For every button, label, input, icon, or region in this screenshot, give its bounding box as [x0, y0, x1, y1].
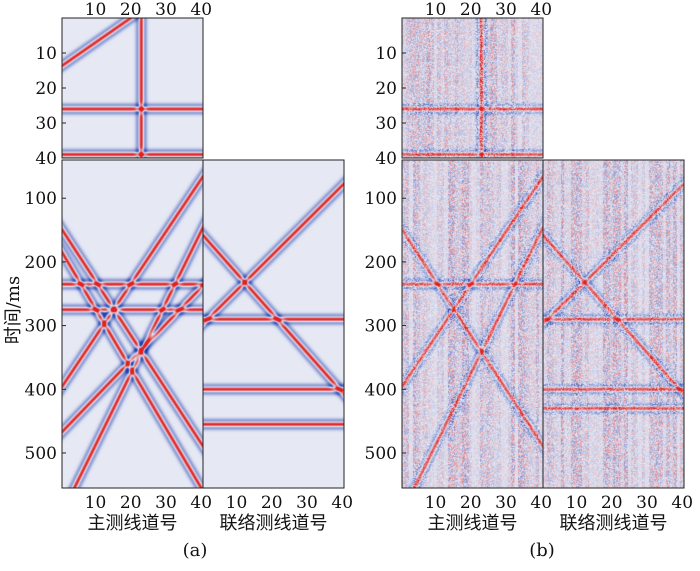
- x-tick-label-main: 40: [530, 493, 552, 513]
- x-tick-label-top: 40: [190, 0, 212, 20]
- heatmap-cross-frame: [202, 159, 345, 489]
- x-tick-label-main: 30: [155, 493, 177, 513]
- x-tick-label-cross: 40: [671, 493, 693, 513]
- panel-b: 10 20 30 40 10 10 20 20 30 30 40 40 10 20 30 40 100 200 30…: [365, 0, 694, 561]
- x-tick-label-cross: 20: [261, 493, 283, 513]
- y-tick-label-top: 40: [375, 149, 397, 169]
- y-tick-label-top: 20: [375, 79, 397, 99]
- y-tick-label-main: 200: [365, 253, 397, 273]
- x-tick-label-main: 40: [190, 493, 212, 513]
- x-tick-label-cross: 20: [601, 493, 623, 513]
- x-tick-label-main: 30: [495, 493, 517, 513]
- panel-a: 10 20 30 40 10 10 20 20 30 30 40 40 10 20 30 40 100 200 30…: [3, 0, 353, 561]
- y-tick-label-main: 500: [365, 444, 397, 464]
- y-tick-label-top: 30: [375, 114, 397, 134]
- y-tick-label-top: 30: [35, 114, 57, 134]
- cross-line-label: 联络测线道号: [560, 513, 668, 534]
- y-tick-label-main: 300: [365, 317, 397, 337]
- y-tick-label-top: 10: [375, 44, 397, 64]
- x-tick-label-main: 20: [120, 493, 142, 513]
- y-axis-label: 时间/ms: [3, 276, 24, 344]
- y-tick-label-main: 400: [365, 380, 397, 400]
- main-line-label: 主测线道号: [88, 513, 178, 534]
- x-tick-label-top: 10: [85, 0, 107, 20]
- x-tick-label-main: 20: [460, 493, 482, 513]
- heatmap-top: [62, 18, 203, 158]
- y-tick-label-main: 500: [25, 444, 57, 464]
- cross-line-label: 联络测线道号: [220, 513, 328, 534]
- x-tick-label-top: 20: [120, 0, 142, 20]
- y-tick-label-main: 300: [25, 317, 57, 337]
- x-tick-label-cross: 10: [226, 493, 248, 513]
- panel-caption: (a): [183, 540, 208, 561]
- x-tick-label-cross: 40: [331, 493, 353, 513]
- y-tick-label-main: 200: [25, 253, 57, 273]
- x-tick-label-cross: 10: [566, 493, 588, 513]
- x-tick-label-main: 10: [85, 493, 107, 513]
- y-tick-label-main: 100: [365, 189, 397, 209]
- x-tick-label-top: 20: [460, 0, 482, 20]
- heatmap-cross-frame: [542, 159, 685, 489]
- panel-caption: (b): [529, 540, 555, 561]
- heatmap-main: [402, 160, 543, 488]
- y-tick-label-top: 10: [35, 44, 57, 64]
- y-tick-label-main: 400: [25, 380, 57, 400]
- heatmap-cross: [203, 160, 344, 488]
- heatmap-top: [402, 18, 543, 158]
- x-tick-label-top: 40: [530, 0, 552, 20]
- x-tick-label-cross: 30: [296, 493, 318, 513]
- main-line-label: 主测线道号: [428, 513, 518, 534]
- x-tick-label-top: 10: [425, 0, 447, 20]
- y-tick-label-top: 40: [35, 149, 57, 169]
- x-tick-label-cross: 30: [636, 493, 658, 513]
- heatmap-cross: [543, 160, 684, 488]
- heatmap-main: [62, 160, 203, 488]
- y-tick-label-main: 100: [25, 189, 57, 209]
- y-tick-label-top: 20: [35, 79, 57, 99]
- x-tick-label-top: 30: [155, 0, 177, 20]
- x-tick-label-top: 30: [495, 0, 517, 20]
- x-tick-label-main: 10: [425, 493, 447, 513]
